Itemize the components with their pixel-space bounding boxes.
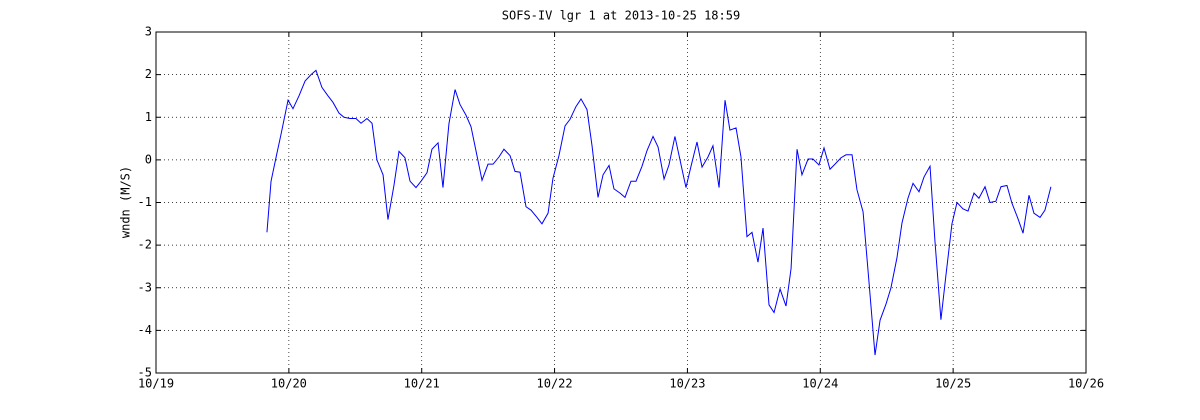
y-tick-label: -2 <box>138 238 152 252</box>
data-line <box>266 69 1052 356</box>
x-tick-label: 10/20 <box>271 377 307 391</box>
y-tick-label: -5 <box>138 366 152 380</box>
y-tick-label: -3 <box>138 280 152 294</box>
x-tick-label: 10/24 <box>802 377 838 391</box>
plot-frame <box>155 31 1087 374</box>
y-tick-label: 1 <box>145 110 152 124</box>
x-tick-label: 10/21 <box>404 377 440 391</box>
y-tick-label: -1 <box>138 195 152 209</box>
x-tick-label: 10/25 <box>935 377 971 391</box>
y-tick-label: 2 <box>145 67 152 81</box>
x-tick-label: 10/23 <box>669 377 705 391</box>
y-tick-label: -4 <box>138 323 152 337</box>
y-tick-label: 3 <box>145 25 152 39</box>
x-tick-label: 10/22 <box>537 377 573 391</box>
chart-title: SOFS-IV lgr 1 at 2013-10-25 18:59 <box>502 9 740 23</box>
x-tick-label: 10/19 <box>138 377 174 391</box>
x-tick-label: 10/26 <box>1068 377 1104 391</box>
y-tick-label: 0 <box>145 152 152 166</box>
y-axis-label: wndn (M/S) <box>119 166 133 238</box>
